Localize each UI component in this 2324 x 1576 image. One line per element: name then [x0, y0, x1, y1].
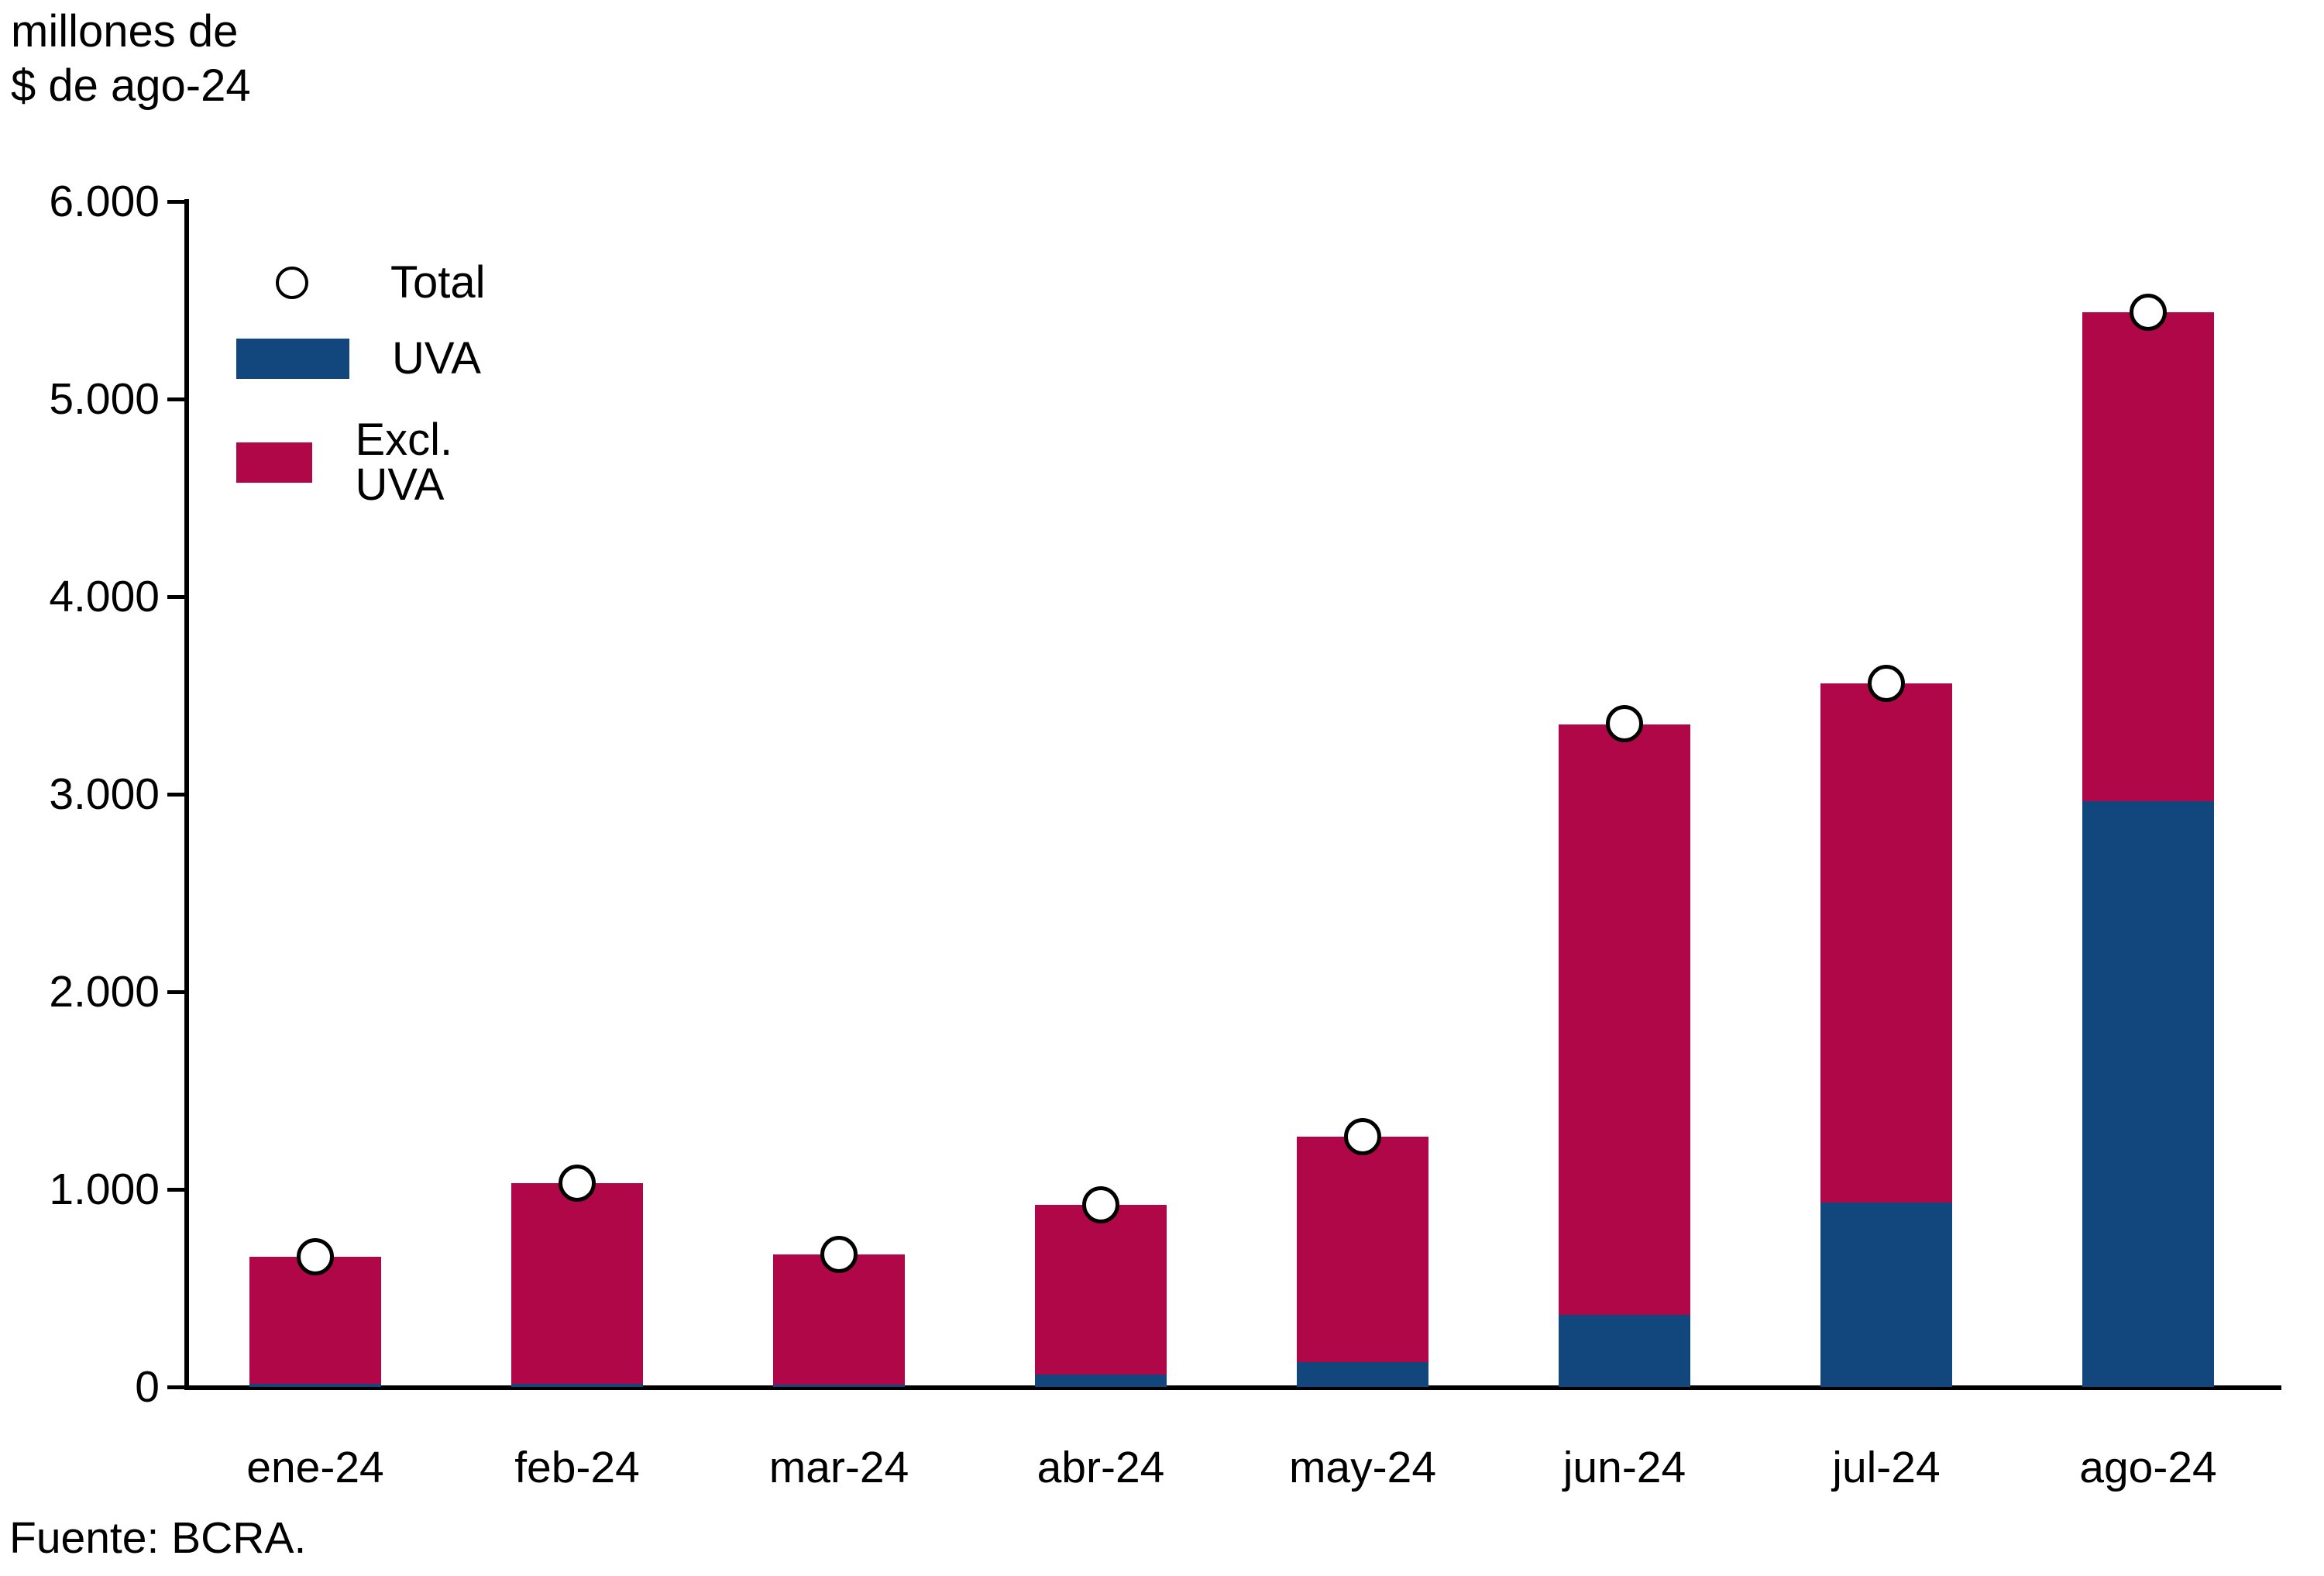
- bar-segment-excl-uva-ene-24: [249, 1257, 381, 1384]
- total-marker-may-24: [1344, 1117, 1381, 1155]
- y-tick-label: 2.000: [49, 967, 160, 1017]
- x-tick-label-may-24: may-24: [1288, 1443, 1437, 1492]
- y-tick: [167, 595, 184, 599]
- total-marker-jul-24: [1868, 665, 1905, 703]
- y-tick-label: 0: [135, 1362, 160, 1412]
- x-tick-label-mar-24: mar-24: [768, 1443, 909, 1492]
- total-marker-icon: [276, 267, 308, 299]
- bar-segment-excl-uva-jun-24: [1559, 724, 1690, 1315]
- legend-item-excl-uva: Excl. UVA: [236, 418, 490, 508]
- legend-label-excl-uva: Excl. UVA: [355, 415, 453, 510]
- bar-segment-uva-jul-24: [1820, 1203, 1952, 1387]
- x-tick-label-ago-24: ago-24: [2079, 1443, 2217, 1492]
- chart-title: millones de $ de ago-24: [11, 5, 251, 113]
- total-marker-ene-24: [297, 1237, 334, 1275]
- bar-segment-uva-jun-24: [1559, 1315, 1690, 1387]
- bar-segment-uva-ene-24: [249, 1384, 381, 1387]
- y-tick-label: 1.000: [49, 1165, 160, 1214]
- y-tick-label: 3.000: [49, 769, 160, 819]
- y-tick-label: 4.000: [49, 572, 160, 621]
- x-tick-label-ene-24: ene-24: [246, 1443, 384, 1492]
- source-note: Fuente: BCRA.: [9, 1513, 307, 1563]
- uva-swatch-icon: [236, 339, 349, 379]
- total-marker-abr-24: [1082, 1186, 1119, 1224]
- bar-segment-excl-uva-ago-24: [2082, 312, 2214, 801]
- y-tick: [167, 397, 184, 401]
- y-tick: [167, 200, 184, 204]
- bar-segment-uva-ago-24: [2082, 801, 2214, 1387]
- bar-segment-excl-uva-jul-24: [1820, 683, 1952, 1203]
- bar-segment-excl-uva-mar-24: [773, 1254, 905, 1385]
- total-marker-jun-24: [1606, 705, 1643, 743]
- bar-segment-uva-may-24: [1297, 1362, 1428, 1387]
- excl-uva-swatch-icon: [236, 442, 313, 483]
- x-tick-label-jul-24: jul-24: [1832, 1443, 1941, 1492]
- total-marker-ago-24: [2130, 293, 2167, 331]
- x-tick-label-jun-24: jun-24: [1563, 1443, 1686, 1492]
- legend-item-total: Total: [276, 260, 486, 305]
- legend-label-total: Total: [390, 257, 486, 308]
- bar-segment-excl-uva-abr-24: [1035, 1205, 1167, 1375]
- x-axis: [184, 1385, 2281, 1390]
- x-tick-label-abr-24: abr-24: [1037, 1443, 1165, 1492]
- bar-segment-excl-uva-may-24: [1297, 1137, 1428, 1362]
- total-marker-mar-24: [820, 1236, 858, 1274]
- y-tick: [167, 793, 184, 797]
- y-tick: [167, 1385, 184, 1389]
- bar-segment-uva-mar-24: [773, 1385, 905, 1387]
- y-tick: [167, 990, 184, 994]
- x-tick-label-feb-24: feb-24: [514, 1443, 640, 1492]
- legend-item-uva: UVA: [236, 336, 481, 381]
- y-tick-label: 5.000: [49, 374, 160, 424]
- y-axis: [184, 199, 189, 1389]
- chart-title-line1: millones de: [11, 6, 239, 57]
- bar-segment-excl-uva-feb-24: [511, 1183, 643, 1384]
- y-tick-label: 6.000: [49, 177, 160, 226]
- bar-segment-uva-abr-24: [1035, 1375, 1167, 1387]
- bar-segment-uva-feb-24: [511, 1384, 643, 1387]
- total-marker-feb-24: [559, 1165, 596, 1203]
- y-tick: [167, 1188, 184, 1192]
- legend-label-uva: UVA: [392, 333, 481, 384]
- chart-title-line2: $ de ago-24: [11, 60, 251, 111]
